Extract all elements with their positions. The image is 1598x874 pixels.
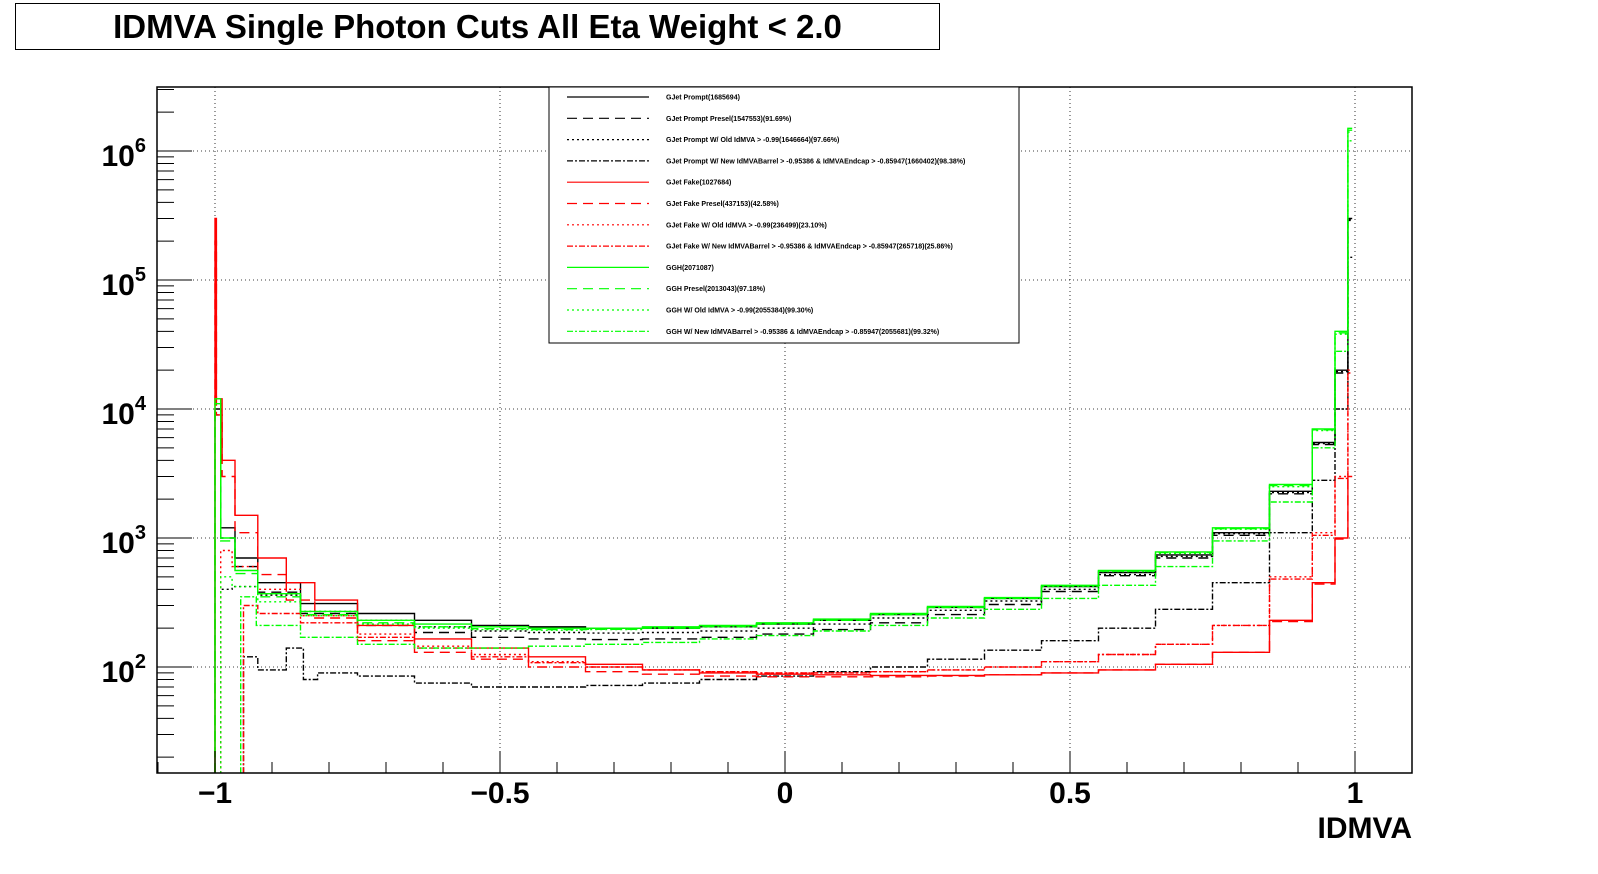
x-tick-label: 1 bbox=[1347, 777, 1364, 810]
x-tick-label: −1 bbox=[198, 777, 232, 810]
legend-label-10: GGH Presel(2013043)(97.18%) bbox=[666, 286, 765, 293]
axis-ticks bbox=[157, 88, 1413, 773]
chart-title: IDMVA Single Photon Cuts All Eta Weight … bbox=[113, 7, 842, 45]
legend-label-11: GGH W/ Old IdMVA > -0.99(2055384)(99.30%… bbox=[666, 308, 813, 315]
tick-labels: −1 −0.5 0 0.5 1 102 103 104 105 106 bbox=[102, 135, 1364, 810]
series-line-8 bbox=[242, 372, 1353, 774]
legend: GJet Prompt(1685694) GJet Prompt Presel(1… bbox=[548, 86, 1020, 344]
y-tick-label: 103 bbox=[102, 522, 147, 560]
legend-label-2: GJet Prompt Presel(1547553)(91.69%) bbox=[666, 116, 791, 123]
y-tick-label: 105 bbox=[102, 264, 147, 302]
series-line-2 bbox=[214, 219, 1353, 774]
series-line-12 bbox=[240, 140, 1353, 774]
y-tick-label: 106 bbox=[102, 135, 147, 173]
legend-label-9: GGH(2071087) bbox=[666, 265, 714, 272]
series-line-11 bbox=[220, 131, 1353, 774]
legend-label-3: GJet Prompt W/ Old IdMVA > -0.99(1646664… bbox=[666, 137, 839, 144]
legend-label-4: GJet Prompt W/ New IdMVABarrel > -0.9538… bbox=[666, 158, 965, 165]
y-tick-label: 102 bbox=[102, 651, 147, 689]
series-line-3 bbox=[220, 218, 1353, 774]
legend-label-12: GGH W/ New IdMVABarrel > -0.95386 & IdMV… bbox=[666, 329, 939, 336]
x-tick-label: 0 bbox=[777, 777, 794, 810]
chart-title-box: IDMVA Single Photon Cuts All Eta Weight … bbox=[15, 3, 940, 50]
legend-label-1: GJet Prompt(1685694) bbox=[666, 95, 740, 102]
plot-series bbox=[214, 127, 1353, 774]
x-tick-label: −0.5 bbox=[470, 777, 529, 810]
x-axis-title: IDMVA bbox=[1318, 812, 1412, 845]
legend-box bbox=[548, 86, 1020, 344]
series-line-7 bbox=[220, 369, 1353, 774]
series-line-6 bbox=[214, 240, 1353, 774]
series-line-4 bbox=[242, 256, 1353, 774]
y-tick-label: 104 bbox=[102, 393, 147, 431]
legend-label-7: GJet Fake W/ Old IdMVA > -0.99(236499)(2… bbox=[666, 222, 827, 229]
legend-label-6: GJet Fake Presel(437153)(42.58%) bbox=[666, 201, 779, 208]
legend-label-5: GJet Fake(1027684) bbox=[666, 180, 731, 187]
x-tick-label: 0.5 bbox=[1049, 777, 1091, 810]
legend-label-8: GJet Fake W/ New IdMVABarrel > -0.95386 … bbox=[666, 244, 953, 251]
